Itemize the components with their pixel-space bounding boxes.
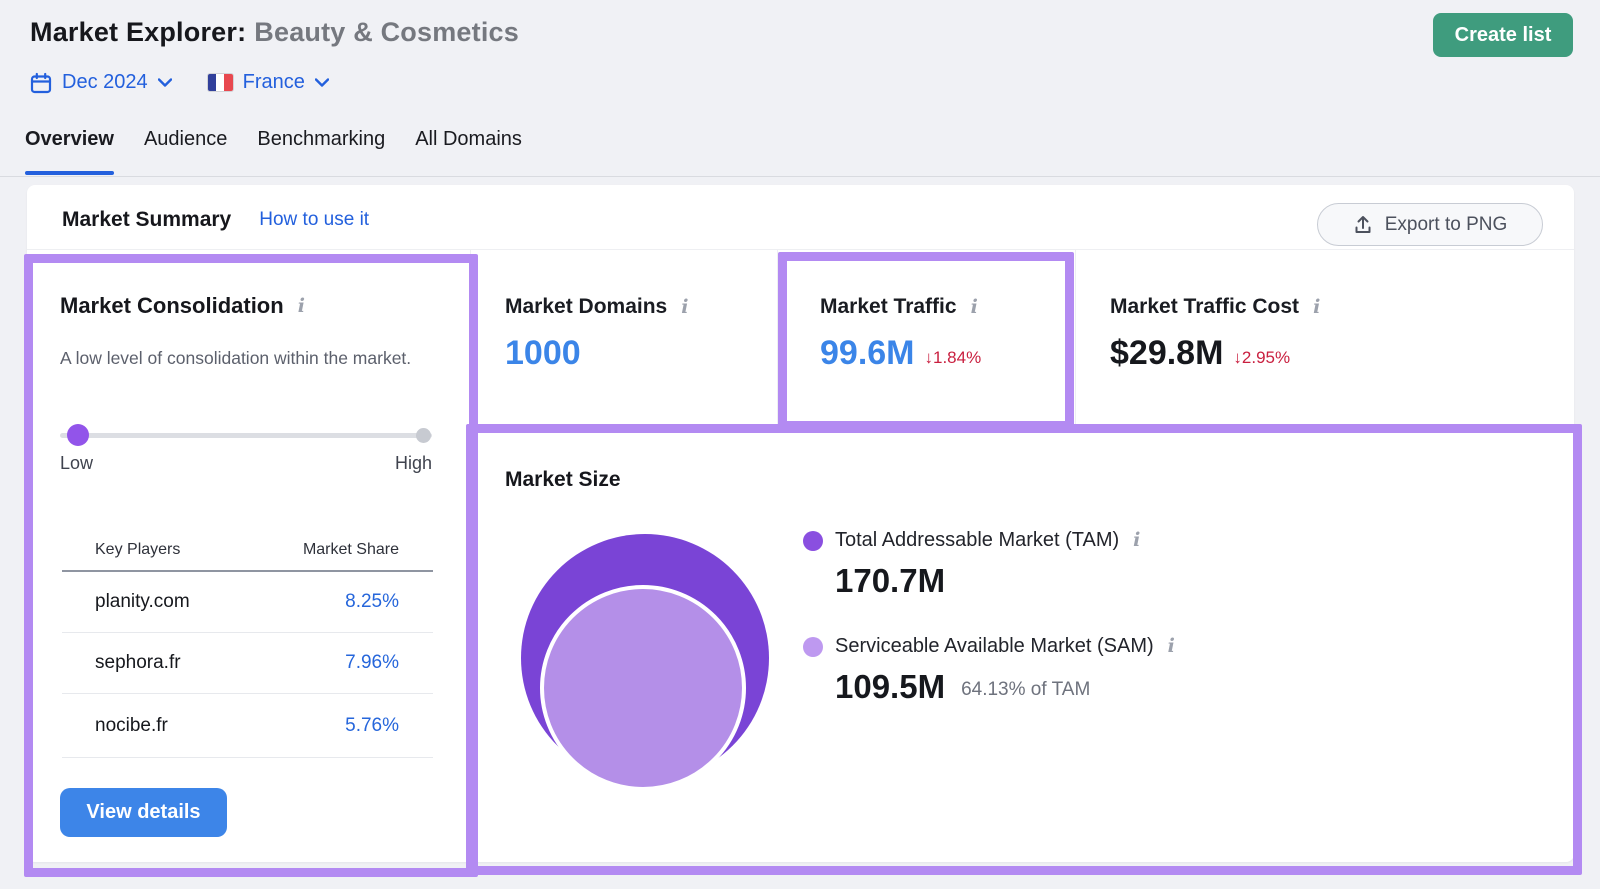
market-traffic-value-row: 99.6M ↓1.84% xyxy=(820,334,982,372)
tab-benchmarking-label: Benchmarking xyxy=(257,128,386,150)
stats-row-divider xyxy=(470,425,1574,426)
key-players-table: Key Players Market Share planity.com 8.2… xyxy=(62,529,433,758)
market-domains-value: 1000 xyxy=(505,334,581,372)
export-to-png-button[interactable]: Export to PNG xyxy=(1317,203,1543,246)
meter-high-label: High xyxy=(394,453,432,473)
market-traffic-cost-label: Market Traffic Cost i xyxy=(1110,295,1322,319)
table-row: sephora.fr 7.96% xyxy=(62,633,433,694)
view-details-button[interactable]: View details xyxy=(60,788,227,837)
info-icon[interactable]: i xyxy=(970,295,978,318)
market-traffic-delta: ↓1.84% xyxy=(924,348,982,368)
card-title: Market Summary xyxy=(62,208,232,231)
market-share-col-header: Market Share xyxy=(302,540,399,558)
chevron-down-icon xyxy=(314,78,329,87)
page-title-prefix: Market Explorer: xyxy=(30,17,247,47)
upload-icon xyxy=(1353,215,1373,235)
market-consolidation-title-text: Market Consolidation xyxy=(60,293,284,318)
market-traffic-cost-value-row: $29.8M ↓2.95% xyxy=(1110,334,1291,372)
info-icon[interactable]: i xyxy=(681,295,689,318)
tab-bar-divider xyxy=(0,176,1600,177)
tam-value: 170.7M xyxy=(835,562,946,599)
tab-overview[interactable]: Overview xyxy=(25,128,114,175)
tab-audience-label: Audience xyxy=(143,128,228,150)
chevron-down-icon xyxy=(157,78,172,87)
meter-low-label: Low xyxy=(60,453,94,473)
view-details-label: View details xyxy=(86,801,201,823)
key-players-header-row: Key Players Market Share xyxy=(62,529,433,572)
player-domain: nocibe.fr xyxy=(95,714,168,736)
market-domains-value-row: 1000 xyxy=(505,334,581,372)
card-header: Market Summary How to use it xyxy=(62,208,369,232)
meter-labels: Low High xyxy=(60,453,432,474)
info-icon[interactable]: i xyxy=(1167,635,1175,657)
market-traffic-value: 99.6M xyxy=(820,334,915,372)
page-title: Market Explorer: Beauty & Cosmetics xyxy=(30,17,519,48)
tab-benchmarking[interactable]: Benchmarking xyxy=(257,128,385,175)
market-traffic-label: Market Traffic i xyxy=(820,295,980,319)
tam-legend: Total Addressable Market (TAM) i xyxy=(803,529,1142,552)
tam-legend-label: Total Addressable Market (TAM) xyxy=(835,529,1120,551)
sam-share-of-tam: 64.13% of TAM xyxy=(961,679,1091,701)
player-share: 5.76% xyxy=(345,714,399,736)
player-share: 8.25% xyxy=(345,591,399,612)
meter-handle-high xyxy=(416,428,431,443)
page-title-market-name: Beauty & Cosmetics xyxy=(254,17,519,47)
market-domains-label: Market Domains i xyxy=(505,295,690,319)
sam-bubble xyxy=(540,585,746,791)
info-icon[interactable]: i xyxy=(297,294,305,317)
player-share: 7.96% xyxy=(345,652,399,673)
tab-all-domains[interactable]: All Domains xyxy=(415,128,522,175)
card-header-divider xyxy=(27,249,1574,250)
tab-overview-label: Overview xyxy=(25,128,114,150)
tab-audience[interactable]: Audience xyxy=(144,128,227,175)
info-icon[interactable]: i xyxy=(1313,295,1321,318)
market-traffic-cost-value: $29.8M xyxy=(1110,334,1224,372)
info-icon[interactable]: i xyxy=(1133,529,1141,551)
sam-legend-label: Serviceable Available Market (SAM) xyxy=(835,635,1154,657)
meter-track xyxy=(60,433,432,438)
calendar-icon xyxy=(30,72,52,94)
meter-handle-low xyxy=(67,424,89,446)
table-row: nocibe.fr 5.76% xyxy=(62,694,433,758)
sam-legend-dot-icon xyxy=(803,636,823,657)
active-tab-underline xyxy=(25,171,114,175)
create-list-button[interactable]: Create list xyxy=(1433,13,1573,57)
france-flag-icon xyxy=(207,74,233,91)
date-filter-value: Dec 2024 xyxy=(62,71,148,93)
tab-all-domains-label: All Domains xyxy=(415,128,522,150)
player-domain: planity.com xyxy=(95,591,190,612)
market-domains-label-text: Market Domains xyxy=(505,295,668,318)
how-to-use-link[interactable]: How to use it xyxy=(259,209,370,230)
sam-value: 109.5M xyxy=(835,668,946,705)
column-divider xyxy=(470,250,471,426)
export-to-png-label: Export to PNG xyxy=(1384,213,1508,235)
tab-bar: Overview Audience Benchmarking All Domai… xyxy=(25,128,522,175)
player-domain: sephora.fr xyxy=(95,652,181,673)
country-filter-value: France xyxy=(242,71,305,93)
market-summary-card: Market Summary How to use it Export to P… xyxy=(27,185,1574,862)
consolidation-description: A low level of consolidation within the … xyxy=(60,348,412,368)
country-filter[interactable]: France xyxy=(207,71,329,94)
create-list-label: Create list xyxy=(1454,23,1552,46)
table-row: planity.com 8.25% xyxy=(62,572,433,633)
column-divider xyxy=(777,250,778,426)
key-players-col-header: Key Players xyxy=(95,540,181,558)
sam-value-row: 109.5M 64.13% of TAM xyxy=(835,668,1091,705)
column-divider xyxy=(1075,250,1076,426)
tam-legend-dot-icon xyxy=(803,530,823,551)
sam-legend: Serviceable Available Market (SAM) i xyxy=(803,635,1177,658)
market-traffic-label-text: Market Traffic xyxy=(820,295,957,318)
market-consolidation-title: Market Consolidation i xyxy=(60,293,307,319)
filters-bar: Dec 2024 France xyxy=(30,71,329,94)
date-filter[interactable]: Dec 2024 xyxy=(30,71,172,94)
consolidation-meter xyxy=(60,423,432,447)
market-size-title: Market Size xyxy=(505,468,621,491)
market-traffic-cost-delta: ↓2.95% xyxy=(1233,348,1291,368)
market-traffic-cost-label-text: Market Traffic Cost xyxy=(1110,295,1300,318)
